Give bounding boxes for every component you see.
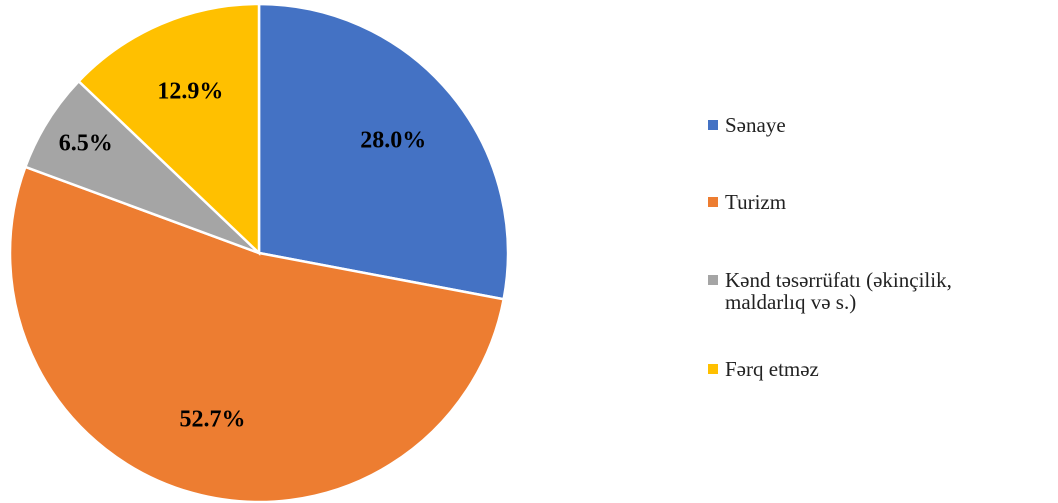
legend-label: Sənaye xyxy=(725,113,786,137)
legend-swatch xyxy=(708,364,718,374)
legend-item: Sənaye xyxy=(708,114,1058,136)
pie-slice xyxy=(257,2,510,301)
legend-swatch xyxy=(708,120,718,130)
legend-item: Kənd təsərrüfatı (əkinçilik, maldarlıq v… xyxy=(708,269,1058,313)
pie-slice xyxy=(76,2,261,256)
legend-item: Turizm xyxy=(708,191,1058,213)
legend-label: Turizm xyxy=(725,190,787,214)
legend-swatch xyxy=(708,197,718,207)
data-label: 12.9% xyxy=(157,78,223,104)
data-label: 6.5% xyxy=(59,131,113,157)
legend-item: Fərq etməz xyxy=(708,358,1058,380)
legend-label: Fərq etməz xyxy=(725,357,819,381)
legend-label: Kənd təsərrüfatı (əkinçilik, maldarlıq v… xyxy=(725,268,952,314)
data-label: 28.0% xyxy=(360,127,426,153)
legend-swatch xyxy=(708,275,718,285)
data-label: 52.7% xyxy=(180,406,246,432)
pie-slice xyxy=(8,165,506,503)
